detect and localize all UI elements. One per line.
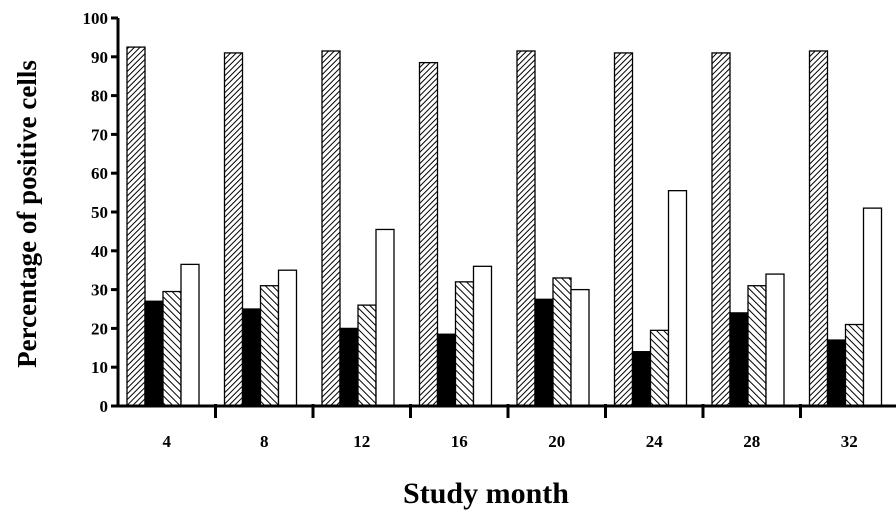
bar-month-20-series-4	[570, 288, 590, 407]
y-axis-title: Percentage of positive cells	[12, 60, 42, 368]
y-tick-label-30: 30	[91, 281, 108, 300]
y-tick-label-100: 100	[83, 9, 109, 28]
bar-month-12-series-4	[375, 228, 395, 407]
bar-month-32-series-4	[862, 207, 883, 407]
y-tick-label-20: 20	[91, 319, 108, 338]
labels-group: 0 10 20 30 40 50 60 70 80 90 100 4 8 12 16 20 24 28 32	[83, 9, 858, 451]
bar-month-12-series-3	[357, 304, 377, 407]
bar-month-16-series-4	[472, 265, 493, 407]
x-tick-label-8: 8	[260, 432, 269, 451]
x-tick-label-16: 16	[451, 432, 468, 451]
y-tick-label-80: 80	[91, 87, 108, 106]
bar-month-24-series-2	[631, 351, 652, 407]
bar-month-28-series-2	[729, 312, 749, 407]
y-tick-label-60: 60	[91, 164, 108, 183]
bar-month-20-series-3	[552, 277, 572, 407]
bar-month-16-series-1	[418, 61, 439, 407]
bars-group	[126, 46, 883, 407]
bar-month-4-series-1	[126, 46, 146, 407]
bar-month-24-series-3	[649, 329, 670, 407]
x-tick-label-28: 28	[743, 432, 760, 451]
bar-month-32-series-3	[844, 323, 865, 407]
y-tick-label-70: 70	[91, 125, 108, 144]
bar-month-28-series-4	[765, 273, 785, 407]
y-tick-label-40: 40	[91, 242, 108, 261]
bar-month-4-series-4	[180, 263, 200, 407]
bar-month-24-series-1	[613, 52, 634, 407]
bar-month-20-series-2	[534, 298, 554, 407]
x-tick-label-20: 20	[548, 432, 565, 451]
y-tick-label-50: 50	[91, 203, 108, 222]
bar-month-12-series-2	[339, 327, 359, 407]
x-tick-label-32: 32	[841, 432, 858, 451]
bar-month-16-series-3	[454, 281, 475, 407]
bar-month-32-series-2	[826, 339, 847, 407]
x-tick-label-24: 24	[646, 432, 664, 451]
y-tick-label-0: 0	[100, 397, 109, 416]
axes-group	[111, 16, 896, 418]
bar-month-20-series-1	[516, 50, 536, 407]
x-axis-title: Study month	[403, 477, 569, 510]
bar-month-28-series-3	[747, 285, 767, 407]
bar-month-32-series-1	[808, 50, 829, 407]
bar-month-8-series-3	[259, 285, 280, 407]
bar-month-4-series-2	[144, 300, 164, 407]
bar-month-8-series-4	[277, 269, 298, 407]
bar-month-28-series-1	[711, 52, 731, 407]
x-tick-label-12: 12	[353, 432, 370, 451]
bar-month-24-series-4	[667, 190, 688, 407]
bar-month-4-series-3	[162, 290, 182, 407]
y-tick-label-90: 90	[91, 48, 108, 67]
bar-month-8-series-1	[223, 52, 244, 407]
x-tick-label-4: 4	[163, 432, 172, 451]
bar-month-16-series-2	[436, 333, 457, 407]
y-tick-label-10: 10	[91, 358, 108, 377]
bar-month-8-series-2	[241, 308, 262, 407]
bar-month-12-series-1	[321, 50, 341, 407]
